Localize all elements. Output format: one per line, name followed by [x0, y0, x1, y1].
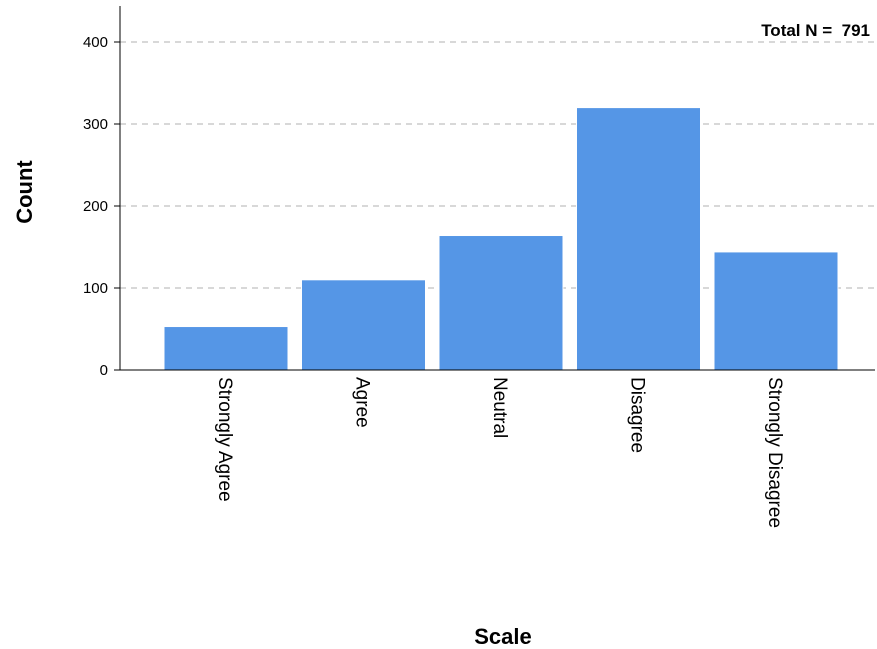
y-tick-label: 0 [100, 362, 108, 379]
bar [301, 279, 426, 371]
bar [576, 107, 701, 371]
x-tick-label: Neutral [489, 377, 510, 438]
x-tick-label: Strongly Agree [214, 377, 235, 502]
total-n-annotation: Total N = 791 [761, 21, 870, 40]
x-tick-label: Disagree [627, 377, 648, 453]
y-tick-label: 300 [83, 116, 108, 133]
y-tick-labels: 0 100 200 300 400 [83, 34, 120, 379]
bar [163, 326, 289, 371]
bar [713, 251, 839, 371]
x-axis-title: Scale [474, 624, 532, 649]
bars [163, 107, 839, 371]
x-tick-labels: Strongly Agree Agree Neutral Disagree Strong… [214, 377, 785, 528]
y-tick-label: 400 [83, 34, 108, 51]
axes [119, 6, 875, 371]
y-tick-label: 200 [83, 198, 108, 215]
y-tick-label: 100 [83, 280, 108, 297]
bar [438, 235, 564, 371]
x-tick-label: Agree [352, 377, 373, 428]
y-axis-title: Count [12, 160, 37, 224]
x-tick-label: Strongly Disagree [764, 377, 785, 528]
